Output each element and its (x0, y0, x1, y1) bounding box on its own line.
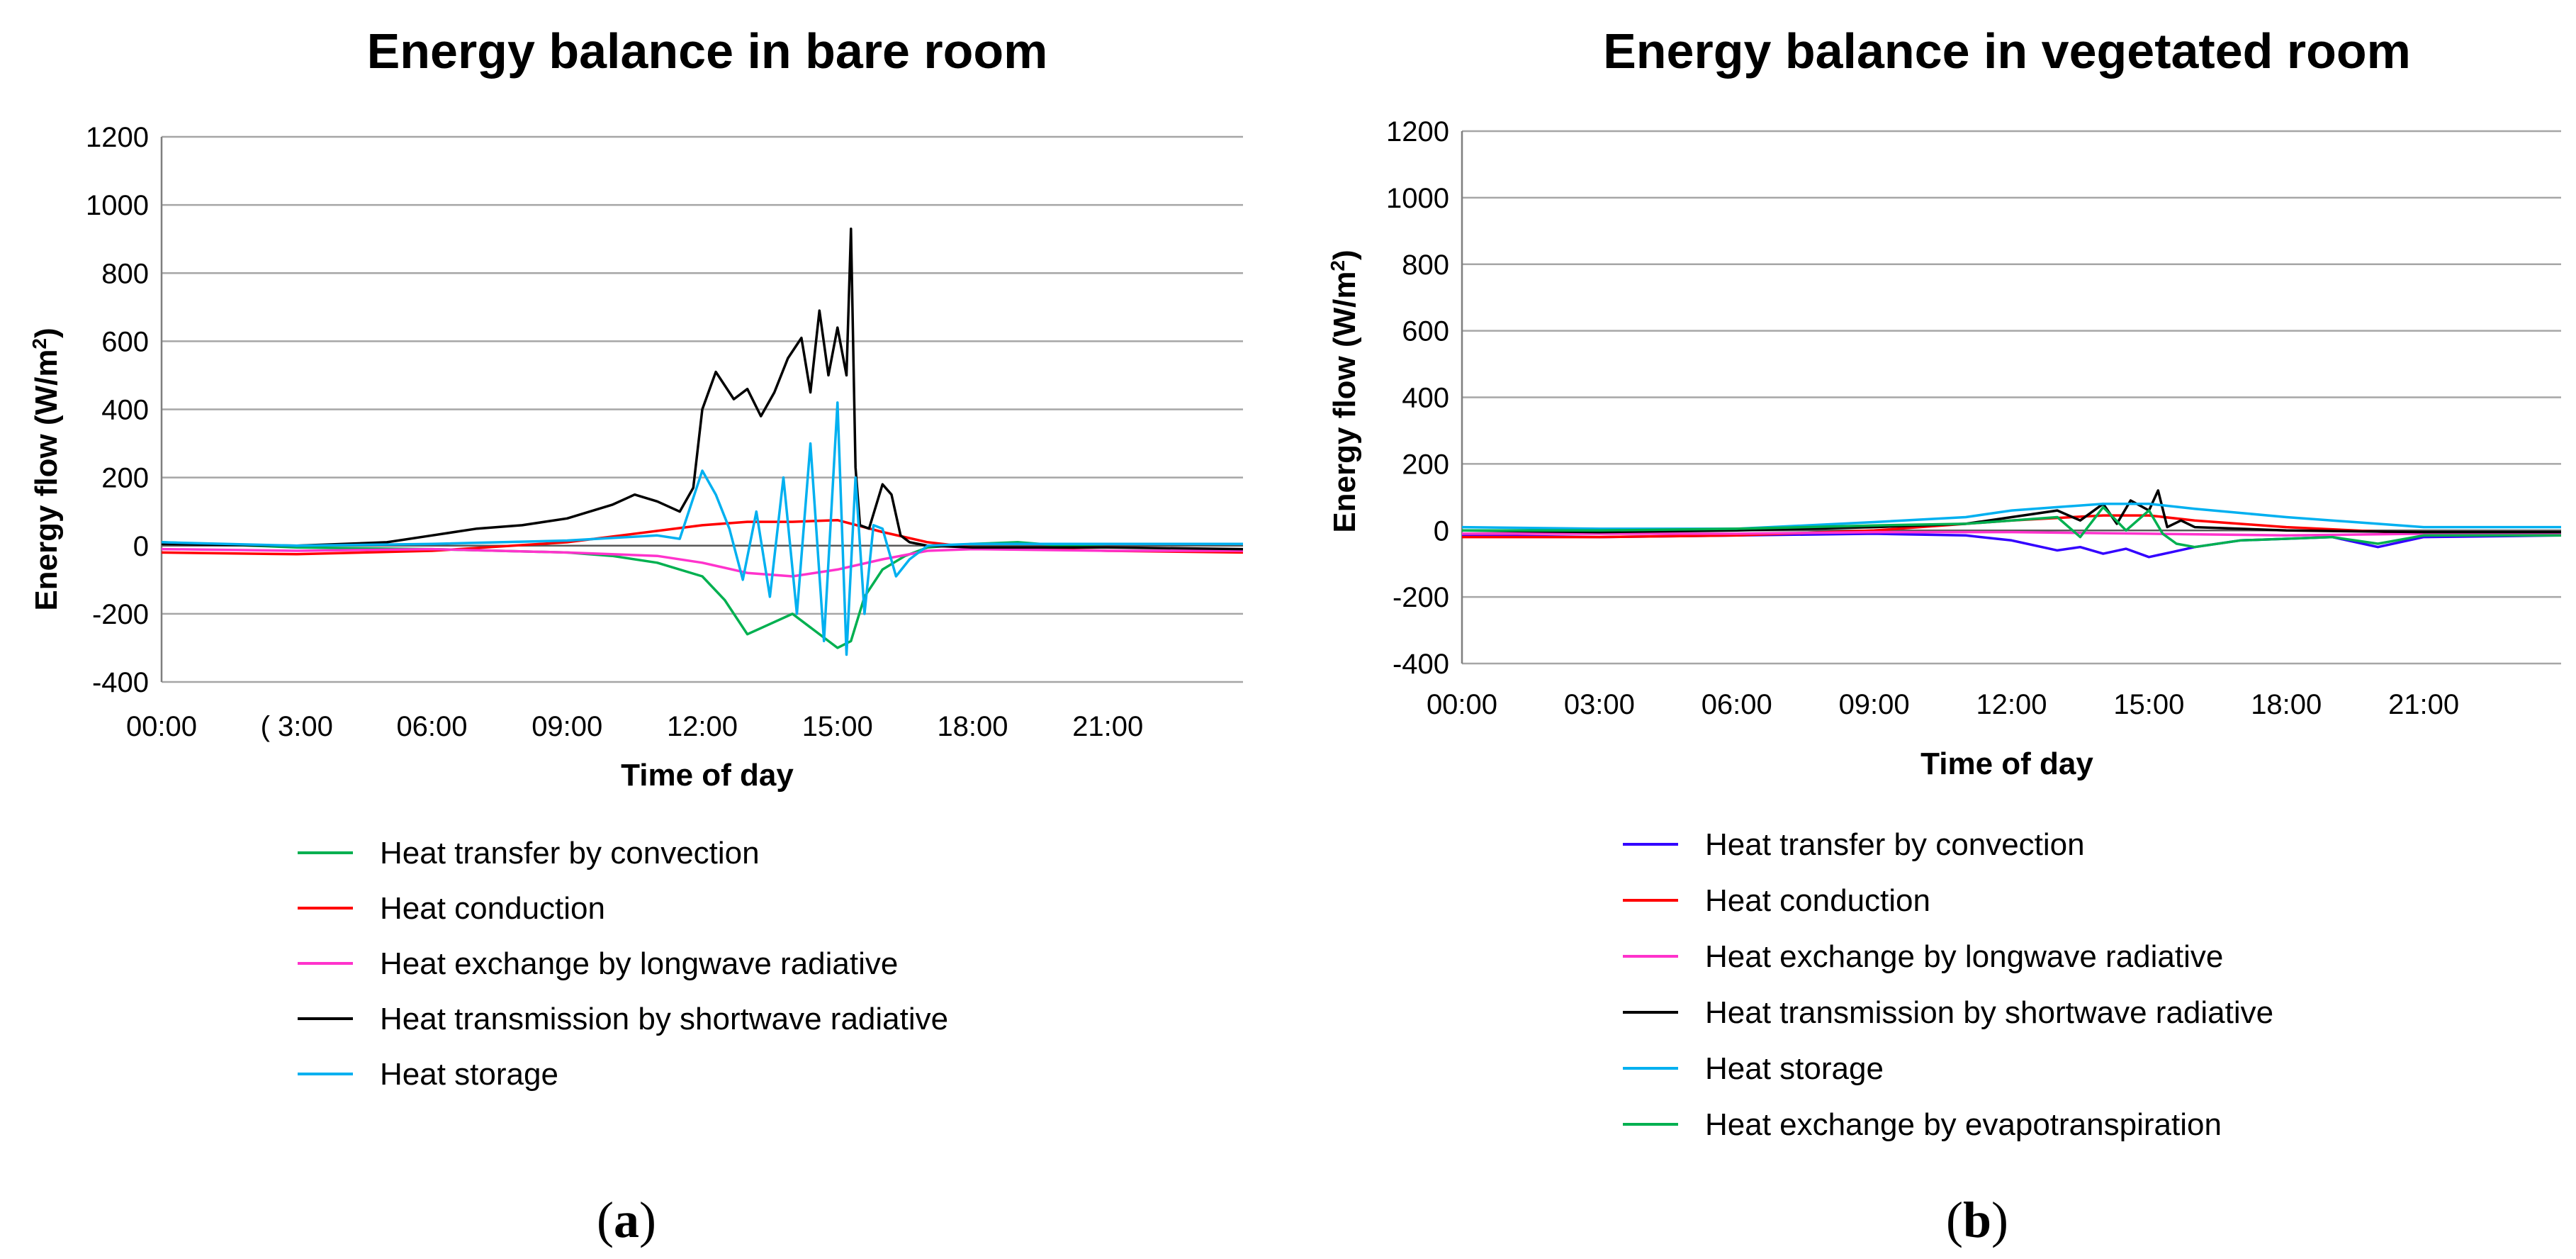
x-tick-label: 18:00 (2251, 689, 2322, 720)
y-tick-label: 600 (1402, 316, 1449, 347)
x-tick-label: 21:00 (2388, 689, 2459, 720)
x-tick-label: 00:00 (126, 711, 197, 742)
series-line-3 (161, 547, 1243, 578)
x-tick-label: 00:00 (1427, 689, 1497, 720)
legend-label: Heat transmission by shortwave radiative (1705, 995, 2273, 1030)
series-line-4 (161, 228, 1244, 551)
x-tick-labels: 00:00 ( 3:00 06:00 09:00 12:00 15:00 18:00 21:0… (126, 711, 1143, 742)
data-series (161, 228, 1244, 656)
legend-label: Heat exchange by longwave radiative (380, 946, 898, 981)
legend: Heat transfer by convection Heat conducti… (1623, 827, 2273, 1142)
y-tick-label: 1200 (86, 122, 149, 153)
legend-label: Heat transfer by convection (380, 836, 760, 871)
chart-bare-room: Energy balance in bare room 1200 1000 800 6… (28, 23, 1244, 1248)
y-axis-label: Energy flow (W/m2) (1327, 250, 1363, 532)
y-tick-label: -200 (1393, 582, 1449, 613)
y-tick-label: 400 (1402, 383, 1449, 414)
series-line-1 (161, 541, 1243, 649)
series-line-4 (1461, 489, 2561, 534)
legend-label: Heat conduction (1705, 883, 1930, 918)
legend-label: Heat conduction (380, 891, 605, 926)
series-line-2 (161, 518, 1244, 556)
x-tick-label: 18:00 (937, 711, 1008, 742)
y-tick-label: -400 (1393, 649, 1449, 680)
series-line-5 (161, 401, 1243, 656)
y-tick-label: -200 (92, 599, 149, 630)
x-tick-label: 21:00 (1072, 711, 1143, 742)
y-tick-label: 200 (101, 463, 149, 494)
y-tick-label: 800 (101, 258, 149, 289)
x-axis-label: Time of day (621, 758, 794, 793)
y-tick-label: -400 (92, 667, 149, 698)
panel-caption: (b) (1946, 1192, 2008, 1248)
legend-label: Heat transmission by shortwave radiative (380, 1002, 948, 1036)
y-tick-label: 200 (1402, 449, 1449, 480)
x-tick-label: ( 3:00 (261, 711, 333, 742)
x-tick-label: 15:00 (802, 711, 873, 742)
x-tick-label: 12:00 (1976, 689, 2047, 720)
x-axis-label: Time of day (1920, 746, 2093, 781)
chart-title: Energy balance in bare room (367, 23, 1048, 79)
panel-caption: (a) (597, 1192, 656, 1248)
y-tick-label: 1000 (86, 190, 149, 221)
series-line-3 (1462, 530, 2561, 537)
series-line-2 (1462, 514, 2562, 539)
x-tick-label: 06:00 (1702, 689, 1772, 720)
x-tick-label: 03:00 (1564, 689, 1635, 720)
legend-label: Heat storage (1705, 1051, 1884, 1086)
y-tick-label: 1000 (1386, 183, 1449, 214)
y-tick-label: 400 (101, 395, 149, 426)
x-tick-label: 06:00 (396, 711, 467, 742)
legend-label: Heat transfer by convection (1705, 827, 2085, 862)
x-tick-labels: 00:00 03:00 06:00 09:00 12:00 15:00 18:00 21:00 (1427, 689, 2459, 720)
y-tick-label: 600 (101, 326, 149, 357)
legend-label: Heat exchange by longwave radiative (1705, 939, 2223, 974)
x-tick-label: 12:00 (667, 711, 738, 742)
legend-label: Heat exchange by evapotranspiration (1705, 1107, 2222, 1142)
x-tick-label: 09:00 (531, 711, 602, 742)
x-tick-label: 15:00 (2113, 689, 2184, 720)
y-axis-label: Energy flow (W/m2) (28, 328, 64, 610)
chart-vegetated-room: Energy balance in vegetated room 1200 100… (1327, 23, 2562, 1248)
legend: Heat transfer by convection Heat conducti… (298, 836, 948, 1092)
legend-label: Heat storage (380, 1057, 558, 1092)
y-tick-label: 800 (1402, 250, 1449, 281)
y-tick-labels: 1200 1000 800 600 400 200 0 -200 -400 (86, 122, 149, 698)
y-tick-label: 0 (1434, 515, 1449, 547)
x-tick-label: 09:00 (1839, 689, 1910, 720)
y-tick-label: 1200 (1386, 116, 1449, 147)
y-tick-label: 0 (133, 531, 149, 562)
y-tick-labels: 1200 1000 800 600 400 200 0 -200 -400 (1386, 116, 1449, 680)
data-series (1461, 489, 2562, 559)
series-line-6 (1462, 505, 2561, 549)
gridlines (1461, 130, 2561, 665)
chart-title: Energy balance in vegetated room (1603, 23, 2411, 79)
